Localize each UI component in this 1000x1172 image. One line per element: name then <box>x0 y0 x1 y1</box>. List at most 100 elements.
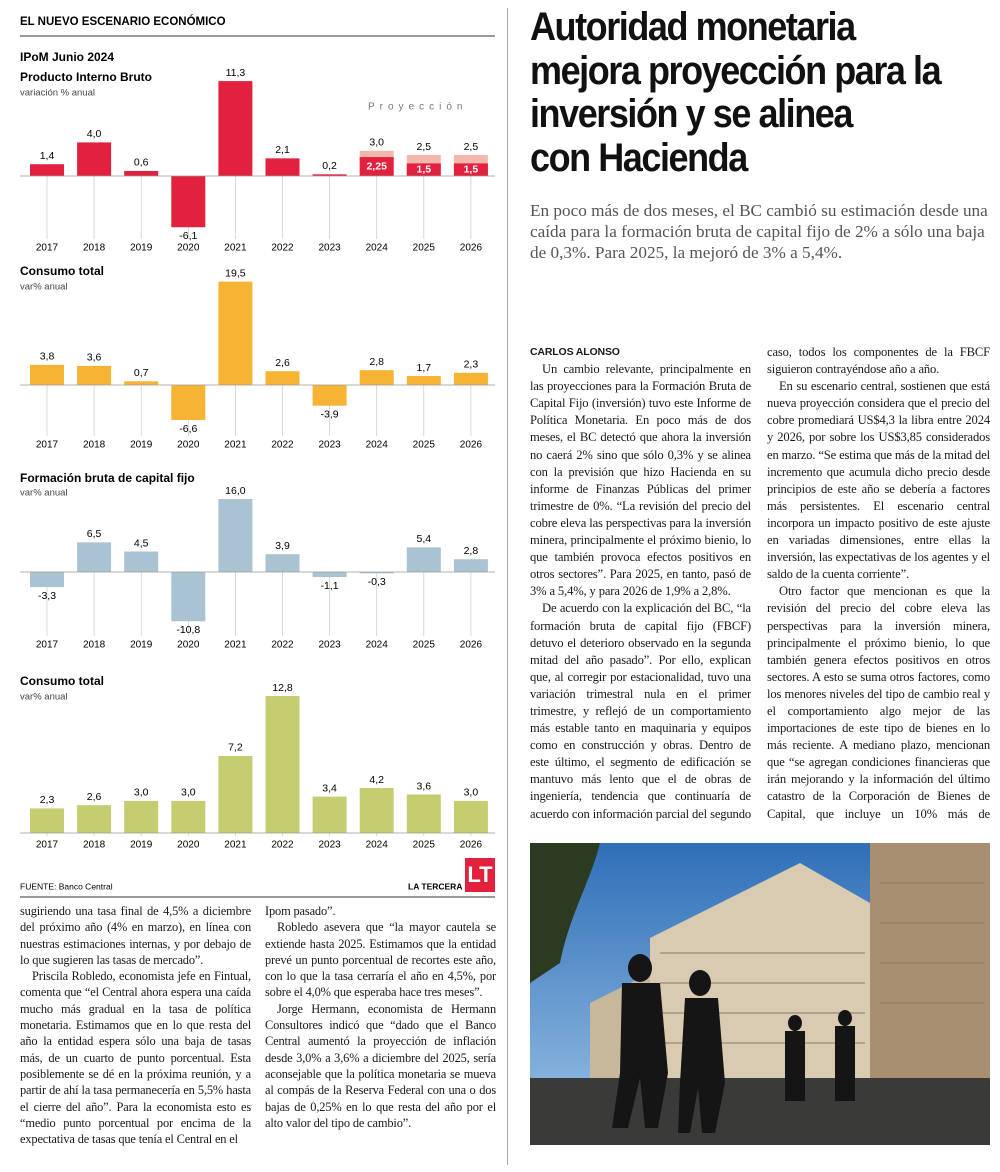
paragraph: Jorge Hermann, economista de Hermann Con… <box>265 1001 496 1130</box>
x-tick-label: 2017 <box>36 243 59 254</box>
x-tick-label: 2022 <box>271 640 294 651</box>
value-label: 3,8 <box>40 351 55 363</box>
chart-title: Formación bruta de capital fijo <box>20 471 195 485</box>
bar <box>30 364 64 385</box>
paragraph: Ipom pasado”. <box>265 904 336 918</box>
bar <box>453 559 488 572</box>
x-tick-label: 2025 <box>413 840 436 851</box>
x-tick-label: 2018 <box>83 440 106 451</box>
value-label: 1,7 <box>416 362 431 374</box>
bar <box>406 794 441 833</box>
bar <box>312 796 347 833</box>
x-tick-label: 2025 <box>413 440 436 451</box>
annotation: Proyección <box>368 102 467 113</box>
projection-label: 2,5 <box>464 141 479 153</box>
x-tick-label: 2026 <box>460 640 483 651</box>
bar <box>171 572 206 622</box>
charts: EL NUEVO ESCENARIO ECONÓMICO FUENTE: Ban… <box>20 15 495 898</box>
logo-box <box>465 858 495 892</box>
x-tick-label: 2019 <box>130 243 153 254</box>
x-tick-label: 2026 <box>460 440 483 451</box>
bar <box>171 176 206 228</box>
bar <box>171 385 206 420</box>
x-tick-label: 2026 <box>460 243 483 254</box>
x-tick-label: 2020 <box>177 243 200 254</box>
bar <box>359 157 394 176</box>
x-tick-label: 2021 <box>224 440 247 451</box>
bar <box>312 385 347 406</box>
bar <box>218 499 253 572</box>
x-tick-label: 2024 <box>366 243 389 254</box>
source: FUENTE: Banco Central <box>20 881 113 891</box>
x-tick-label: 2024 <box>366 440 389 451</box>
value-label: 11,3 <box>226 67 246 79</box>
bar <box>453 163 488 176</box>
x-tick-label: 2024 <box>366 840 389 851</box>
value-label: -0,3 <box>368 576 386 588</box>
x-tick-label: 2020 <box>177 640 200 651</box>
bar <box>265 158 300 176</box>
x-tick-label: 2020 <box>177 840 200 851</box>
x-tick-label: 2020 <box>177 440 200 451</box>
x-tick-label: 2017 <box>36 440 59 451</box>
photo <box>530 843 990 1145</box>
projection-label: 3,0 <box>369 137 384 149</box>
value-label: 7,2 <box>228 742 243 754</box>
chart-title: Consumo total <box>20 674 104 688</box>
x-tick-label: 2018 <box>83 243 106 254</box>
value-label: 3,4 <box>322 782 337 794</box>
x-tick-label: 2023 <box>318 840 341 851</box>
bar <box>359 788 394 833</box>
bar <box>218 81 253 176</box>
bar <box>218 755 253 833</box>
bar <box>124 170 159 176</box>
value-label: 19,5 <box>225 267 246 279</box>
divider <box>507 8 508 1165</box>
paragraph: De acuerdo con la explicación del BC, “l… <box>530 601 751 824</box>
value-label: 3,0 <box>464 787 479 799</box>
x-tick-label: 2018 <box>83 840 106 851</box>
chart-subtitle: var% anual <box>20 282 68 293</box>
bar <box>312 174 347 176</box>
value-label: 16,0 <box>225 485 246 497</box>
x-tick-label: 2024 <box>366 640 389 651</box>
value-label: 3,6 <box>416 780 431 792</box>
value-label: 2,3 <box>464 359 479 371</box>
value-label: 1,5 <box>464 163 479 175</box>
x-tick-label: 2022 <box>271 243 294 254</box>
x-tick-label: 2025 <box>413 243 436 254</box>
x-tick-label: 2026 <box>460 840 483 851</box>
value-label: 4,5 <box>134 537 149 549</box>
bar <box>359 370 394 385</box>
bar <box>359 572 394 574</box>
value-label: 6,5 <box>87 528 102 540</box>
value-label: 1,5 <box>416 163 431 175</box>
headline-line: con Hacienda <box>530 135 748 180</box>
x-tick-label: 2021 <box>224 840 247 851</box>
bar <box>124 381 159 385</box>
value-label: -3,9 <box>321 408 339 420</box>
bar <box>218 281 253 385</box>
tree <box>530 843 600 983</box>
value-label: 4,0 <box>87 128 102 140</box>
x-tick-label: 2017 <box>36 840 59 851</box>
x-tick-label: 2022 <box>271 440 294 451</box>
paragraph: Un cambio relevante, principalmente en l… <box>530 362 751 599</box>
x-tick-label: 2019 <box>130 640 153 651</box>
value-label: 3,9 <box>275 540 290 552</box>
value-label: 2,6 <box>87 791 102 803</box>
publisher: LA TERCERA <box>408 881 462 891</box>
x-tick-label: 2023 <box>318 640 341 651</box>
deck: En poco más de dos meses, el BC cambió s… <box>530 201 988 262</box>
value-label: -6,1 <box>179 230 197 242</box>
x-tick-label: 2023 <box>318 243 341 254</box>
logo: LT <box>467 862 493 887</box>
value-label: 5,4 <box>416 533 431 545</box>
x-tick-label: 2018 <box>83 640 106 651</box>
value-label: 0,6 <box>134 157 149 169</box>
projection-label: 2,5 <box>416 141 431 153</box>
chart-subtitle: var% anual <box>20 692 68 703</box>
ground <box>530 1078 990 1145</box>
value-label: 2,8 <box>369 356 384 368</box>
